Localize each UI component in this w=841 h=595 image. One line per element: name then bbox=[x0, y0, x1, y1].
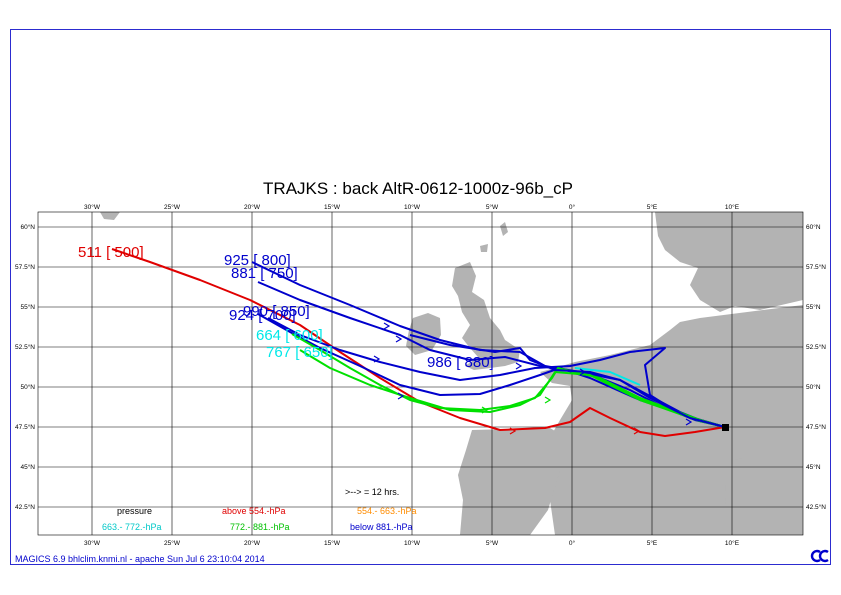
marker-3 bbox=[373, 355, 381, 363]
lat-left-47-5n: 47.5°N bbox=[15, 423, 35, 431]
legend-interval-note: >--> = 12 hrs. bbox=[345, 487, 399, 497]
lat-right-50n: 50°N bbox=[806, 383, 821, 391]
marker-7 bbox=[685, 418, 693, 426]
lon-bottom-20w: 20°W bbox=[244, 539, 261, 547]
map-title: TRAJKS : back AltR-0612-1000z-96b_cP bbox=[263, 179, 573, 198]
lon-top-10w: 10°W bbox=[404, 203, 421, 211]
lat-right-45n: 45°N bbox=[806, 463, 821, 471]
lat-right-55n: 55°N bbox=[806, 303, 821, 311]
lon-bottom-5w: 5°W bbox=[486, 539, 499, 547]
lat-left-55n: 55°N bbox=[20, 303, 35, 311]
trajectory-end-segment-cyan bbox=[574, 367, 641, 386]
graticule bbox=[37, 211, 804, 536]
label-traj-880: 986 [ 880] bbox=[427, 354, 494, 371]
pressure-legend: >--> = 12 hrs. pressure above 554.-hPa 5… bbox=[102, 487, 417, 532]
lon-bottom-0: 0° bbox=[569, 539, 576, 547]
lat-right-57-5n: 57.5°N bbox=[806, 263, 826, 271]
trajectory-600 bbox=[291, 333, 726, 428]
lon-top-10e: 10°E bbox=[725, 203, 740, 211]
land-scandinavia bbox=[655, 212, 803, 312]
lat-left-60n: 60°N bbox=[20, 223, 35, 231]
marker-10 bbox=[509, 427, 517, 435]
trajectory-labels: 511 [ 500] 925 [ 800] 881 [ 750] 990 [ 8… bbox=[78, 244, 494, 371]
marker-4 bbox=[397, 392, 405, 400]
land-islands-med bbox=[725, 458, 744, 508]
land-great-britain bbox=[452, 262, 520, 370]
lon-top-15w: 15°W bbox=[324, 203, 341, 211]
marker-1 bbox=[383, 322, 391, 330]
label-traj-600: 664 [ 600] bbox=[256, 327, 323, 344]
lat-right-47-5n: 47.5°N bbox=[806, 423, 826, 431]
legend-item-below-881: below 881.-hPa bbox=[350, 522, 413, 532]
legend-item-772-881: 772.- 881.-hPa bbox=[230, 522, 290, 532]
lat-tick-labels: 60°N 57.5°N 55°N 52.5°N 50°N 47.5°N 45°N… bbox=[15, 223, 826, 511]
lon-top-30w: 30°W bbox=[84, 203, 101, 211]
land-iceland bbox=[100, 212, 120, 220]
lon-top-25w: 25°W bbox=[164, 203, 181, 211]
marker-9 bbox=[544, 396, 552, 404]
lon-top-5w: 5°W bbox=[486, 203, 499, 211]
label-traj-500: 511 [ 500] bbox=[78, 244, 144, 261]
lon-tick-labels: 30°W 25°W 20°W 15°W 10°W 5°W 0° 5°E 10°E… bbox=[84, 203, 740, 547]
lat-right-52-5n: 52.5°N bbox=[806, 343, 826, 351]
trajectories bbox=[111, 248, 726, 437]
lon-bottom-30w: 30°W bbox=[84, 539, 101, 547]
label-traj-750: 881 [ 750] bbox=[231, 265, 298, 282]
land-continental-europe bbox=[540, 305, 803, 535]
marker-5 bbox=[515, 362, 523, 370]
lon-bottom-25w: 25°W bbox=[164, 539, 181, 547]
lon-top-20w: 20°W bbox=[244, 203, 261, 211]
trajectory-880 bbox=[409, 334, 726, 428]
label-traj-850: 990 [ 850] bbox=[243, 303, 310, 320]
marker-6 bbox=[579, 368, 587, 376]
lat-left-42-5n: 42.5°N bbox=[15, 503, 35, 511]
legend-item-554-663: 554.- 663.-hPa bbox=[357, 506, 417, 516]
lat-left-52-5n: 52.5°N bbox=[15, 343, 35, 351]
lat-right-42-5n: 42.5°N bbox=[806, 503, 826, 511]
lon-top-5e: 5°E bbox=[647, 203, 658, 211]
arrival-point bbox=[722, 424, 729, 431]
marker-2 bbox=[395, 335, 403, 343]
lat-left-50n: 50°N bbox=[20, 383, 35, 391]
label-traj-800: 925 [ 800] bbox=[224, 252, 291, 269]
plot-frame bbox=[10, 29, 831, 565]
lat-left-45n: 45°N bbox=[20, 463, 35, 471]
marker-11 bbox=[633, 427, 641, 435]
legend-heading: pressure bbox=[117, 506, 152, 516]
land-northern-isles bbox=[480, 222, 508, 252]
legend-item-above-554: above 554.-hPa bbox=[222, 506, 286, 516]
legend-item-663-772: 663.- 772.-hPa bbox=[102, 522, 162, 532]
lon-bottom-10w: 10°W bbox=[404, 539, 421, 547]
trajectory-800 bbox=[251, 261, 726, 428]
map-border bbox=[37, 211, 804, 536]
lon-bottom-15w: 15°W bbox=[324, 539, 341, 547]
trajectory-500 bbox=[111, 248, 726, 437]
footer-credit: MAGICS 6.9 bhlclim.knmi.nl - apache Sun … bbox=[15, 554, 265, 564]
land-masses bbox=[100, 212, 803, 535]
label-traj-650: 767 [ 650] bbox=[266, 344, 333, 361]
trajectory-650 bbox=[299, 349, 726, 428]
lon-bottom-10e: 10°E bbox=[725, 539, 740, 547]
marker-8 bbox=[481, 406, 489, 414]
map-area: 511 [ 500] 925 [ 800] 881 [ 750] 990 [ 8… bbox=[15, 203, 826, 547]
time-markers bbox=[373, 322, 693, 435]
lat-right-60n: 60°N bbox=[806, 223, 821, 231]
lon-bottom-5e: 5°E bbox=[647, 539, 658, 547]
lon-top-0: 0° bbox=[569, 203, 576, 211]
land-iberia bbox=[458, 428, 560, 535]
trajectory-850 bbox=[267, 317, 726, 428]
label-traj-700: 924 [ 700] bbox=[229, 307, 296, 324]
lat-left-57-5n: 57.5°N bbox=[15, 263, 35, 271]
ecmwf-logo bbox=[810, 549, 829, 563]
